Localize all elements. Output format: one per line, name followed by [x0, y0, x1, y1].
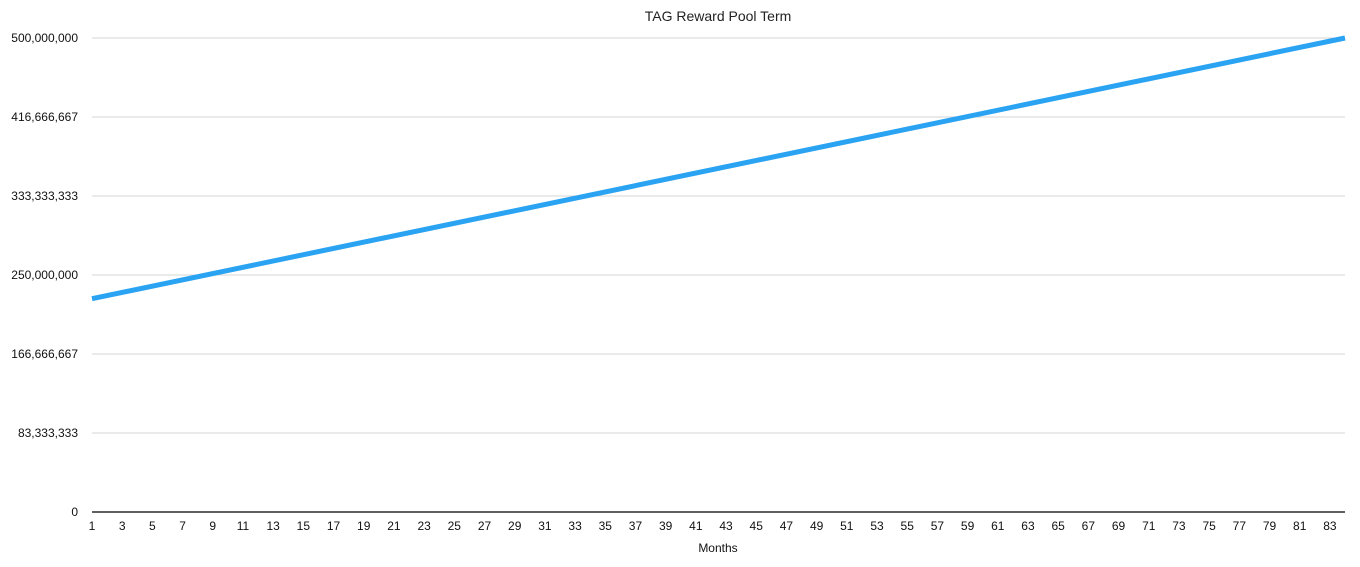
- x-tick-label: 17: [327, 519, 341, 533]
- x-tick-label: 9: [209, 519, 216, 533]
- x-tick-label: 47: [780, 519, 794, 533]
- x-tick-label: 65: [1051, 519, 1065, 533]
- x-axis-title: Months: [698, 541, 737, 555]
- y-tick-label: 166,666,667: [11, 347, 78, 361]
- x-tick-label: 55: [901, 519, 915, 533]
- x-tick-label: 41: [689, 519, 703, 533]
- x-tick-label: 1: [89, 519, 96, 533]
- x-tick-label: 59: [961, 519, 975, 533]
- x-tick-label: 75: [1202, 519, 1216, 533]
- y-tick-label: 0: [71, 505, 78, 519]
- x-tick-label: 19: [357, 519, 371, 533]
- x-tick-label: 79: [1263, 519, 1277, 533]
- x-tick-label: 61: [991, 519, 1005, 533]
- x-tick-label: 73: [1172, 519, 1186, 533]
- x-tick-label: 81: [1293, 519, 1307, 533]
- x-tick-label: 43: [719, 519, 733, 533]
- x-tick-label: 7: [179, 519, 186, 533]
- x-tick-label: 13: [266, 519, 280, 533]
- y-tick-label: 333,333,333: [11, 189, 78, 203]
- x-tick-label: 83: [1323, 519, 1337, 533]
- x-tick-label: 21: [387, 519, 401, 533]
- x-tick-label: 53: [870, 519, 884, 533]
- x-tick-label: 67: [1082, 519, 1096, 533]
- x-tick-label: 25: [448, 519, 462, 533]
- x-tick-label: 35: [599, 519, 613, 533]
- grid-lines: [92, 37, 1345, 434]
- x-tick-label: 37: [629, 519, 643, 533]
- x-tick-label: 45: [750, 519, 764, 533]
- x-axis-ticks: 1 3 5 7 9 11 13 15 17 19 21 23 25 27 29 31 33 35 37 39 41 43 4…: [89, 519, 1337, 533]
- x-tick-label: 5: [149, 519, 156, 533]
- x-tick-label: 39: [659, 519, 673, 533]
- x-tick-label: 33: [568, 519, 582, 533]
- x-tick-label: 23: [417, 519, 431, 533]
- y-tick-label: 416,666,667: [11, 110, 78, 124]
- x-tick-label: 49: [810, 519, 824, 533]
- x-tick-label: 3: [119, 519, 126, 533]
- x-tick-label: 71: [1142, 519, 1156, 533]
- x-tick-label: 77: [1233, 519, 1247, 533]
- x-tick-label: 51: [840, 519, 854, 533]
- y-tick-label: 83,333,333: [18, 426, 78, 440]
- y-tick-label: 500,000,000: [11, 31, 78, 45]
- x-tick-label: 15: [297, 519, 311, 533]
- series-line: [91, 35, 1346, 302]
- chart-title: TAG Reward Pool Term: [645, 8, 792, 24]
- y-tick-label: 250,000,000: [11, 268, 78, 282]
- x-tick-label: 69: [1112, 519, 1126, 533]
- x-tick-label: 57: [931, 519, 945, 533]
- x-tick-label: 31: [538, 519, 552, 533]
- series-group: [91, 35, 1346, 302]
- x-tick-label: 27: [478, 519, 492, 533]
- x-tick-label: 29: [508, 519, 522, 533]
- x-tick-label: 11: [237, 519, 250, 533]
- y-axis-ticks: 0 83,333,333 166,666,667 250,000,000 333,333…: [11, 31, 78, 519]
- x-tick-label: 63: [1021, 519, 1035, 533]
